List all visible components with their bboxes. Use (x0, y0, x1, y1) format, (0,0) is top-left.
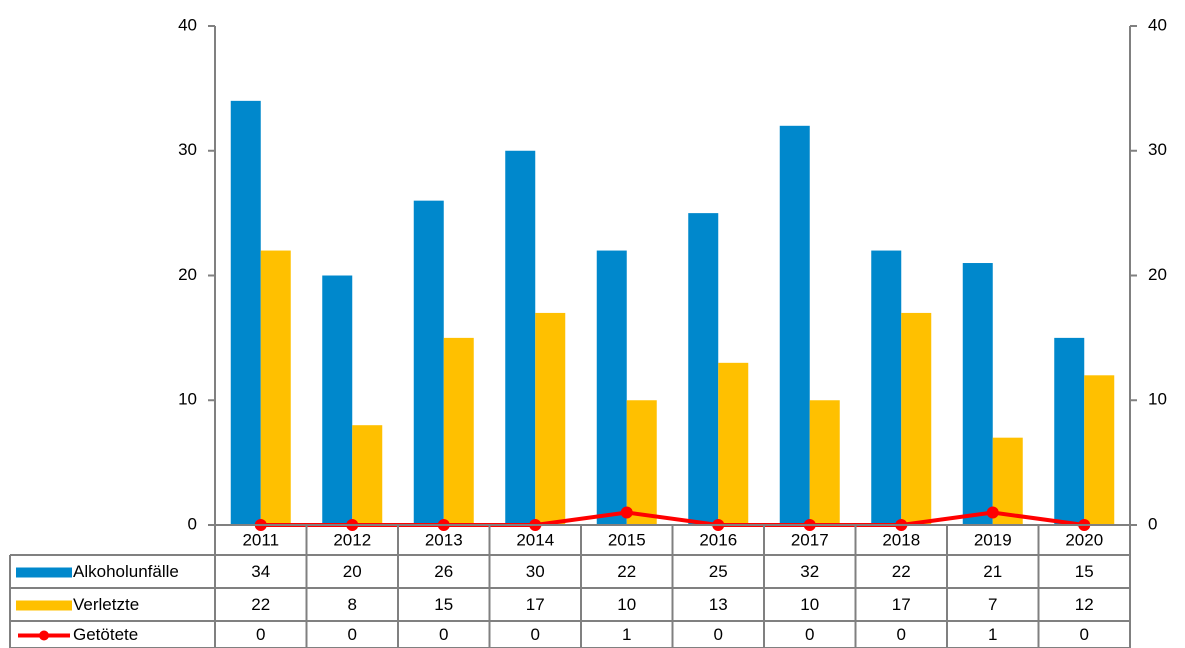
legend-label: Getötete (73, 625, 138, 644)
table-cell: 0 (805, 625, 814, 644)
bar (901, 312, 932, 525)
x-tick-label: 2013 (425, 530, 463, 549)
y-tick-label: 20 (178, 265, 197, 284)
table-cell: 10 (617, 595, 636, 614)
bar (260, 250, 291, 526)
table-cell: 34 (251, 562, 270, 581)
bar (230, 100, 261, 525)
bar (809, 400, 840, 525)
legend-swatch (16, 567, 72, 578)
y-tick-label: 40 (178, 15, 197, 34)
table-cell: 21 (983, 562, 1002, 581)
table-cell: 22 (251, 595, 270, 614)
y-tick-label: 10 (178, 390, 197, 409)
table-cell: 1 (988, 625, 997, 644)
table-cell: 0 (256, 625, 265, 644)
table-cell: 26 (434, 562, 453, 581)
point (986, 506, 999, 519)
legend-label: Alkoholunfälle (73, 562, 179, 581)
y-tick-label: 0 (188, 514, 197, 533)
bar (443, 337, 474, 525)
bar (505, 150, 536, 525)
line (260, 510, 1085, 527)
point (620, 506, 633, 519)
x-tick-label: 2018 (882, 530, 920, 549)
x-tick-label: 2011 (242, 530, 279, 549)
table-cell: 22 (617, 562, 636, 581)
table-cell: 17 (526, 595, 545, 614)
y2-tick-label: 10 (1148, 390, 1167, 409)
x-tick-label: 2012 (333, 530, 371, 549)
bar (1054, 337, 1085, 525)
table-cell: 32 (800, 562, 819, 581)
bar (779, 125, 810, 526)
table-cell: 25 (709, 562, 728, 581)
table-cell: 15 (1075, 562, 1094, 581)
table-cell: 22 (892, 562, 911, 581)
x-tick-label: 2017 (791, 530, 829, 549)
table-cell: 10 (800, 595, 819, 614)
bar (688, 213, 719, 525)
table-cell: 0 (348, 625, 357, 644)
table-cell: 13 (709, 595, 728, 614)
bar (718, 362, 749, 525)
y2-tick-label: 30 (1148, 140, 1167, 159)
y2-tick-label: 20 (1148, 265, 1167, 284)
legend-label: Verletzte (73, 595, 139, 614)
table-cell: 8 (348, 595, 357, 614)
table-cell: 1 (622, 625, 631, 644)
table-cell: 0 (1080, 625, 1089, 644)
y-tick-label: 30 (178, 140, 197, 159)
table-cell: 7 (988, 595, 997, 614)
bar (871, 250, 902, 526)
table-cell: 0 (714, 625, 723, 644)
legend-swatch (16, 600, 72, 611)
bar (352, 425, 383, 525)
table-cell: 0 (897, 625, 906, 644)
x-tick-label: 2015 (608, 530, 646, 549)
bar (413, 200, 444, 525)
table-cell: 17 (892, 595, 911, 614)
y2-tick-label: 0 (1148, 514, 1157, 533)
table-cell: 0 (439, 625, 448, 644)
table-cell: 30 (526, 562, 545, 581)
y2-tick-label: 40 (1148, 15, 1167, 34)
bar (962, 263, 993, 525)
table-cell: 15 (434, 595, 453, 614)
x-tick-label: 2019 (974, 530, 1012, 549)
bar (596, 250, 627, 526)
x-tick-label: 2016 (699, 530, 737, 549)
bar (535, 312, 566, 525)
x-tick-label: 2014 (516, 530, 554, 549)
bar (626, 400, 657, 525)
legend-marker (39, 630, 49, 641)
table-cell: 0 (531, 625, 540, 644)
table-cell: 12 (1075, 595, 1094, 614)
bar (322, 275, 353, 525)
x-tick-label: 2020 (1065, 530, 1103, 549)
table-cell: 20 (343, 562, 362, 581)
bar (1084, 375, 1115, 525)
